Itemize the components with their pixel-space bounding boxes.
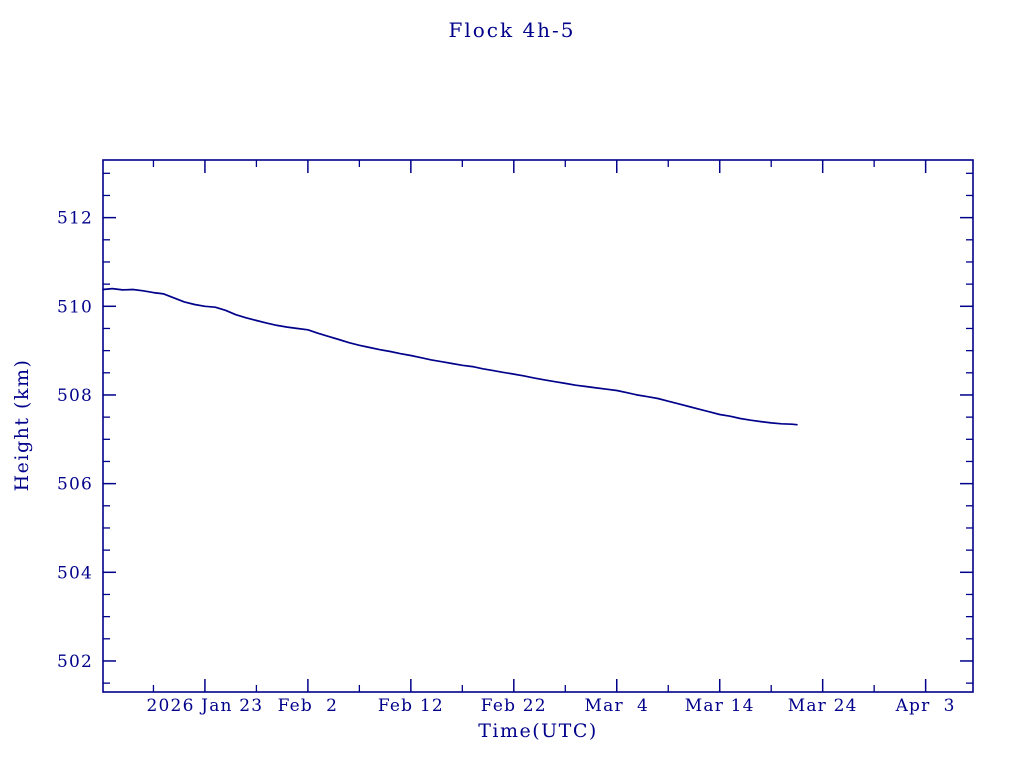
plot-border (102, 159, 974, 693)
y-tick-label: 502 (57, 652, 93, 672)
x-tick-label: Feb 12 (378, 696, 444, 716)
chart-title: Flock 4h-5 (448, 18, 576, 42)
x-axis-title: Time(UTC) (478, 720, 598, 742)
x-tick-label: Apr 3 (895, 696, 956, 716)
y-tick-label: 506 (57, 475, 93, 495)
x-tick-label: Mar 24 (788, 696, 858, 716)
y-tick-label: 510 (57, 297, 93, 317)
x-tick-label: Mar 14 (685, 696, 755, 716)
y-tick-label: 508 (57, 386, 93, 406)
x-tick-label: Mar 4 (585, 696, 650, 716)
height-series-line (102, 287, 798, 426)
x-tick-label: Feb 2 (278, 696, 339, 716)
x-tick-label: Feb 22 (481, 696, 547, 716)
y-tick-label: 504 (57, 563, 93, 583)
y-tick-label: 512 (57, 209, 93, 229)
x-tick-label: 2026 Jan 23 (147, 696, 264, 716)
